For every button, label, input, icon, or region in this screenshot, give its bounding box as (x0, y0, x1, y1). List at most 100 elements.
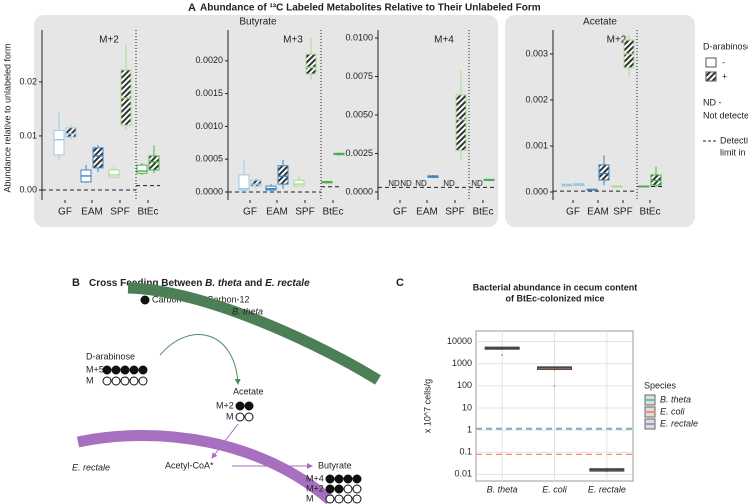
box (598, 164, 610, 181)
panel-label: C (396, 277, 404, 289)
legend-key (705, 71, 717, 82)
title-part: and (242, 278, 265, 289)
facet-label: M+2 (607, 35, 627, 46)
y-tick-label: 10 (462, 402, 472, 412)
x-tick-label: BtEc (322, 207, 343, 218)
isotopologue: M+5 (86, 364, 104, 374)
atom (120, 365, 130, 375)
title-part: E. rectale (265, 278, 310, 289)
box (238, 174, 250, 191)
atom (129, 365, 139, 375)
e-rectale-cell (76, 429, 334, 504)
legend-text: Detection (720, 135, 748, 145)
x-tick-label: BtEc (639, 207, 660, 218)
y-tick-label: 0.1 (459, 447, 472, 457)
box (92, 147, 104, 169)
y-tick-label: 0.0050 (345, 109, 373, 119)
y-tick-label: 0.0005 (195, 154, 223, 164)
x-tick-label: EAM (416, 207, 438, 218)
facet-label: M+4 (434, 35, 454, 46)
atom (120, 376, 130, 386)
box (250, 179, 262, 187)
atom-icons (102, 365, 362, 504)
x-tick-label: SPF (445, 207, 464, 218)
atom (235, 401, 245, 411)
x-tick-label: GF (243, 207, 257, 218)
box (53, 130, 65, 156)
x-tick-label: BtEc (472, 207, 493, 218)
y-tick-label: 0.02 (19, 76, 37, 86)
legend-label: Carbon-12 (207, 294, 250, 304)
y-tick-label: 0.0020 (195, 55, 223, 65)
facet-label: M+3 (283, 35, 303, 46)
nd-label: ND (443, 179, 455, 188)
y-tick-label: 0.0010 (195, 121, 223, 131)
y-tick-label: 0.01 (19, 130, 37, 140)
y-tick-label: 1 (467, 424, 472, 434)
x-tick-label: EAM (81, 207, 103, 218)
x-tick-label: E. rectale (588, 484, 626, 494)
legend-label: - (722, 57, 725, 67)
legend-text: Not detected (703, 110, 748, 120)
y-tick-label: 0.001 (525, 140, 548, 150)
legend-title: Species (644, 380, 677, 390)
atom (325, 484, 335, 494)
atom (334, 494, 344, 504)
isotopologue: M (306, 493, 314, 503)
y-tick-label: 0.0000 (345, 186, 373, 196)
y-tick-label: 0.01 (454, 469, 472, 479)
isotopologue: M+2 (306, 483, 324, 493)
nd-label: ND (471, 179, 483, 188)
atom (138, 376, 148, 386)
legend-text: ND - (703, 97, 722, 107)
chart-title: of BtEc-colonized mice (505, 293, 604, 303)
y-tick-label: 0.0075 (345, 71, 373, 81)
organism-label: E. rectale (72, 462, 110, 472)
group-label: Butyrate (239, 17, 277, 28)
atom (111, 376, 121, 386)
atom (352, 494, 362, 504)
atom (343, 494, 353, 504)
x-tick-label: EAM (266, 207, 288, 218)
atom (352, 484, 362, 494)
atom (334, 484, 344, 494)
atom (244, 412, 254, 422)
box (108, 169, 120, 178)
y-tick-label: 100 (457, 380, 472, 390)
box (293, 179, 305, 187)
node-label: Acetate (233, 386, 264, 396)
arrow (211, 423, 239, 459)
y-tick-label: 0.0025 (345, 148, 373, 158)
isotopologue: M (86, 375, 94, 385)
b-theta-cell (127, 282, 381, 385)
atom (334, 474, 344, 484)
atom (343, 474, 353, 484)
legend-label: B. theta (660, 394, 691, 404)
atom (352, 474, 362, 484)
node-label: Butyrate (318, 460, 352, 470)
x-tick-label: SPF (295, 207, 314, 218)
atom (235, 412, 245, 422)
title-part: B. theta (205, 278, 242, 289)
isotopologue: M+4 (306, 473, 324, 483)
y-axis-label: x 10^7 cells/g (422, 379, 432, 433)
box (277, 165, 289, 185)
diagram-title: Cross Feeding Between B. theta and E. re… (89, 278, 310, 289)
legend-label: + (722, 71, 727, 81)
y-tick-label: 0.0000 (195, 186, 223, 196)
x-tick-label: E. coli (542, 484, 568, 494)
nd-label: ND (388, 179, 400, 188)
box (455, 94, 467, 151)
y-tick-label: 0.0100 (345, 32, 373, 42)
carbon13-icon (140, 295, 150, 305)
legend-label: Carbon-13 (152, 294, 195, 304)
y-tick-label: 10000 (447, 336, 472, 346)
box (305, 53, 317, 75)
chart-title: Abundance of ¹³C Labeled Metabolites Rel… (200, 3, 541, 14)
outlier (553, 384, 556, 387)
atom (343, 484, 353, 494)
legend-label: E. coli (660, 406, 686, 416)
x-tick-label: SPF (110, 207, 129, 218)
nd-label: ND (415, 179, 427, 188)
